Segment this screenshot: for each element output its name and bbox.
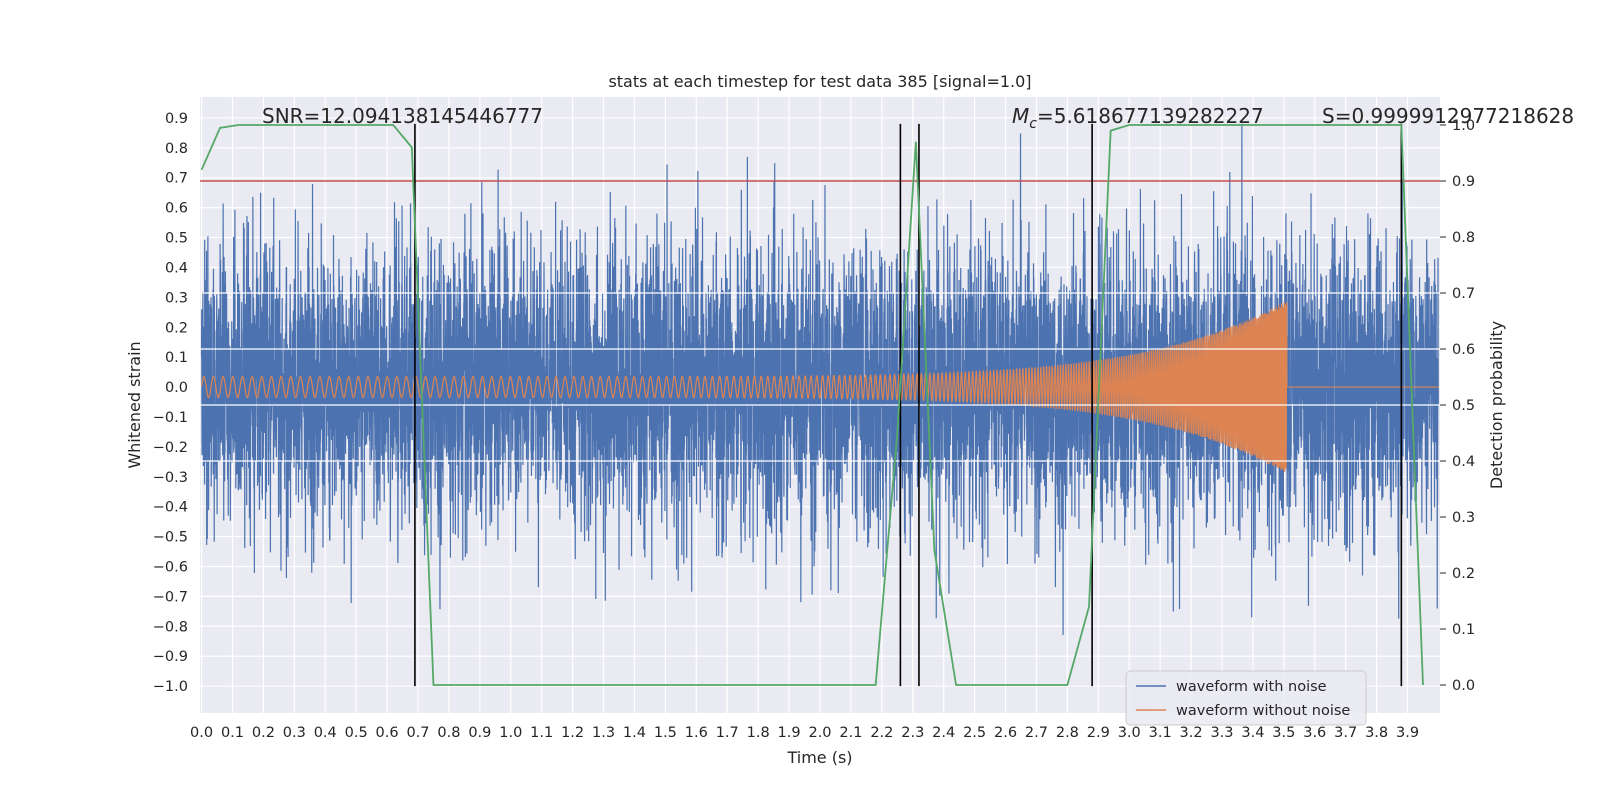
x-tick-label: 3.6 — [1303, 725, 1326, 741]
legend-label-noise: waveform with noise — [1176, 679, 1327, 695]
annotation-score: S=0.9999912977218628 — [1322, 104, 1574, 128]
x-tick-label: 1.3 — [592, 725, 615, 741]
x-tick-label: 0.2 — [252, 725, 275, 741]
x-tick-label: 2.1 — [839, 725, 862, 741]
x-tick-label: 3.2 — [1180, 725, 1203, 741]
y-tick-label: −0.2 — [153, 440, 188, 456]
series-detection-probability — [200, 124, 1424, 686]
y-axis-ticks: 0.9 0.8 0.7 0.6 0.5 0.4 0.3 0.2 0.1 0.0 −0.1 −0.2 −0… — [153, 111, 188, 695]
y-axis-label: Whitened strain — [125, 341, 144, 468]
y2-axis-label: Detection probability — [1487, 321, 1506, 489]
legend-box — [1125, 670, 1367, 726]
y-tick-label: 0.6 — [165, 201, 188, 217]
x-tick-label: 1.6 — [685, 725, 708, 741]
x-tick-label: 0.0 — [190, 725, 213, 741]
x-tick-label: 1.2 — [561, 725, 584, 741]
y-tick-label: 0.8 — [165, 141, 188, 157]
y-tick-label: −0.8 — [153, 619, 188, 635]
chirp-mass-symbol: M — [1012, 104, 1029, 128]
y-tick-label: −1.0 — [153, 679, 188, 695]
x-tick-label: 1.5 — [654, 725, 677, 741]
y-tick-label: −0.4 — [153, 500, 188, 516]
x-axis-label: Time (s) — [786, 748, 852, 767]
chirp-mass-value: =5.618677139282227 — [1037, 104, 1264, 128]
y2-tick-label: 0.7 — [1452, 286, 1475, 302]
y2-tick-label: 1.0 — [1452, 118, 1475, 134]
annotation-chirp-mass: Mc=5.618677139282227 — [1012, 104, 1264, 132]
y2-tick-label: 0.6 — [1452, 342, 1475, 358]
y-tick-label: 0.9 — [165, 111, 188, 127]
x-tick-label: 3.5 — [1272, 725, 1295, 741]
y-tick-label: 0.2 — [165, 320, 188, 336]
x-tick-label: 3.3 — [1210, 725, 1233, 741]
y2-tick-label: 0.4 — [1452, 454, 1475, 470]
y-tick-label: −0.3 — [153, 470, 188, 486]
y-tick-label: 0.0 — [165, 380, 188, 396]
chirp-mass-subscript: c — [1029, 116, 1037, 132]
y-tick-label: −0.1 — [153, 410, 188, 426]
y2-tick-label: 0.0 — [1452, 678, 1475, 694]
y-tick-label: 0.1 — [165, 350, 188, 366]
x-tick-label: 2.3 — [901, 725, 924, 741]
y2-tick-label: 0.8 — [1452, 230, 1475, 246]
legend: waveform with noise waveform without noi… — [1125, 670, 1367, 726]
y2-tick-label: 0.1 — [1452, 622, 1475, 638]
x-tick-label: 0.9 — [468, 725, 491, 741]
x-tick-label: 0.4 — [314, 725, 337, 741]
x-tick-label: 3.8 — [1365, 725, 1388, 741]
x-tick-label: 0.6 — [376, 725, 399, 741]
x-tick-label: 3.1 — [1149, 725, 1172, 741]
y2-tick-label: 0.3 — [1452, 510, 1475, 526]
series-waveform-without-noise — [200, 301, 1439, 472]
y-tick-label: 0.4 — [165, 260, 188, 276]
plot-area — [200, 123, 1440, 687]
x-tick-label: 1.8 — [747, 725, 770, 741]
x-tick-label: 2.7 — [1025, 725, 1048, 741]
x-tick-label: 2.6 — [994, 725, 1017, 741]
right-axis-grid — [200, 292, 1440, 462]
y2-tick-label: 0.2 — [1452, 566, 1475, 582]
y-tick-label: −0.7 — [153, 589, 188, 605]
x-tick-label: 0.7 — [406, 725, 429, 741]
y-tick-label: −0.6 — [153, 559, 188, 575]
y-tick-label: 0.7 — [165, 171, 188, 187]
x-tick-label: 0.5 — [345, 725, 368, 741]
annotation-snr: SNR=12.094138145446777 — [262, 104, 543, 128]
x-axis-ticks: 0.0 0.1 0.2 0.3 0.4 0.5 0.6 0.7 0.8 0.9 1.0 1.1 1.2 1… — [190, 725, 1419, 741]
y-tick-label: −0.5 — [153, 530, 188, 546]
x-tick-label: 1.7 — [716, 725, 739, 741]
x-tick-label: 2.4 — [932, 725, 955, 741]
x-tick-label: 1.1 — [530, 725, 553, 741]
x-tick-label: 3.4 — [1241, 725, 1264, 741]
legend-label-clean: waveform without noise — [1176, 703, 1350, 719]
x-tick-label: 1.0 — [499, 725, 522, 741]
x-tick-label: 3.0 — [1118, 725, 1141, 741]
y-tick-label: 0.3 — [165, 290, 188, 306]
x-tick-label: 3.9 — [1396, 725, 1419, 741]
x-tick-label: 0.8 — [437, 725, 460, 741]
y-tick-label: −0.9 — [153, 649, 188, 665]
y-tick-label: 0.5 — [165, 231, 188, 247]
x-tick-label: 2.9 — [1087, 725, 1110, 741]
x-tick-label: 0.1 — [221, 725, 244, 741]
x-tick-label: 1.4 — [623, 725, 646, 741]
x-tick-label: 2.2 — [870, 725, 893, 741]
x-tick-label: 2.8 — [1056, 725, 1079, 741]
chart-title: stats at each timestep for test data 385… — [608, 72, 1031, 91]
x-tick-label: 0.3 — [283, 725, 306, 741]
x-tick-label: 1.9 — [778, 725, 801, 741]
y2-tick-label: 0.9 — [1452, 174, 1475, 190]
y2-tick-label: 0.5 — [1452, 398, 1475, 414]
x-tick-label: 2.5 — [963, 725, 986, 741]
x-tick-label: 3.7 — [1334, 725, 1357, 741]
y2-axis-ticks: 1.0 0.9 0.8 0.7 0.6 0.5 0.4 0.3 0.2 0.1 0.0 — [1440, 118, 1475, 694]
x-tick-label: 2.0 — [808, 725, 831, 741]
